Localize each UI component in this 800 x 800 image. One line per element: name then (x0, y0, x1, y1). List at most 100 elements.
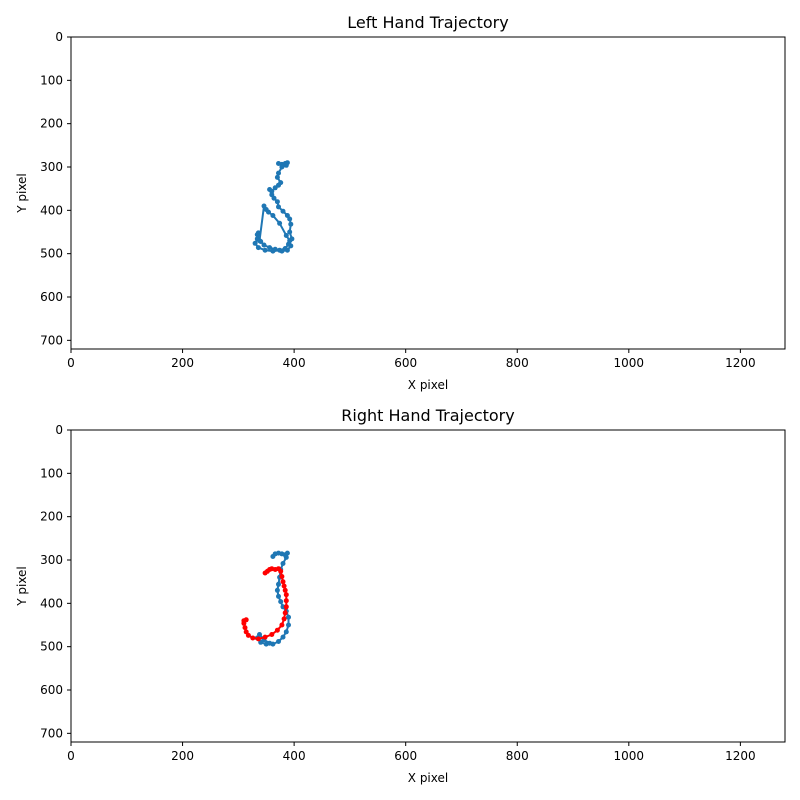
data-point (242, 625, 248, 631)
data-point (283, 592, 289, 598)
data-point (255, 230, 261, 236)
x-axis-label: X pixel (408, 771, 448, 785)
data-point (288, 221, 294, 227)
data-point (272, 246, 278, 252)
data-point (278, 568, 284, 574)
y-tick-label: 0 (55, 30, 63, 44)
data-point (243, 629, 249, 635)
data-point (271, 195, 277, 201)
data-point (267, 187, 273, 192)
x-tick-label: 0 (67, 356, 75, 370)
data-point (287, 229, 293, 235)
data-point (280, 579, 286, 585)
data-point (243, 617, 249, 623)
data-point (277, 220, 283, 226)
data-point (278, 599, 284, 605)
data-point (262, 247, 268, 253)
y-tick-label: 100 (40, 73, 63, 87)
data-point (272, 185, 278, 191)
data-point (286, 614, 291, 620)
y-tick-label: 500 (40, 640, 63, 654)
y-axis-label: Y pixel (15, 566, 29, 607)
data-point (279, 574, 285, 579)
data-point (283, 554, 289, 560)
y-tick-label: 600 (40, 683, 63, 697)
y-tick-label: 700 (40, 333, 63, 347)
x-tick-label: 400 (283, 749, 306, 763)
x-tick-label: 1000 (614, 356, 645, 370)
data-point (287, 216, 293, 222)
data-point (282, 587, 288, 593)
chart-title: Left Hand Trajectory (347, 13, 508, 32)
data-point (274, 199, 280, 205)
axes-frame (70, 36, 786, 350)
y-tick-label: 0 (55, 423, 63, 437)
series-2 (241, 566, 289, 642)
data-point (255, 636, 261, 642)
data-point (284, 550, 290, 556)
x-tick-label: 0 (67, 749, 75, 763)
y-axis-label: Y pixel (15, 173, 29, 214)
y-tick-label: 100 (40, 466, 63, 480)
y-tick-label: 300 (40, 160, 63, 174)
x-tick-label: 1200 (725, 356, 756, 370)
data-point (261, 203, 267, 209)
data-point (255, 245, 261, 251)
data-point (274, 627, 280, 633)
data-point (262, 634, 268, 640)
data-point (270, 213, 276, 218)
data-point (280, 561, 286, 566)
data-point (279, 622, 285, 628)
y-tick-label: 600 (40, 290, 63, 304)
chart-title: Right Hand Trajectory (341, 406, 514, 425)
x-tick-label: 600 (394, 356, 417, 370)
data-point (279, 248, 285, 254)
data-point (267, 245, 273, 251)
data-point (287, 238, 293, 244)
data-point (252, 240, 258, 246)
data-point (282, 610, 288, 616)
y-tick-label: 500 (40, 247, 63, 261)
data-point (281, 616, 287, 622)
x-axis-label: X pixel (408, 378, 448, 392)
data-point (250, 635, 256, 641)
data-point (269, 632, 275, 637)
y-tick-label: 300 (40, 553, 63, 567)
y-tick-label: 400 (40, 596, 63, 610)
x-tick-label: 1000 (614, 749, 645, 763)
series-1 (252, 160, 295, 254)
data-point (257, 632, 262, 637)
data-point (281, 583, 287, 589)
data-point (288, 243, 294, 249)
y-tick-label: 200 (40, 510, 63, 524)
data-point (283, 604, 289, 610)
x-tick-label: 800 (506, 356, 529, 370)
data-point (286, 622, 291, 628)
data-point (274, 587, 280, 593)
y-tick-label: 200 (40, 117, 63, 131)
data-point (267, 640, 273, 646)
data-point (276, 639, 281, 644)
x-tick-label: 800 (506, 749, 529, 763)
data-point (280, 208, 286, 214)
data-point (274, 174, 280, 180)
data-point (276, 170, 281, 176)
data-point (283, 233, 289, 238)
data-point (280, 634, 286, 640)
x-tick-label: 400 (283, 356, 306, 370)
y-tick-label: 400 (40, 203, 63, 217)
data-point (283, 162, 289, 168)
data-point (276, 204, 281, 210)
data-point (276, 581, 281, 587)
data-point (284, 247, 290, 253)
x-tick-label: 200 (171, 356, 194, 370)
data-point (261, 242, 267, 248)
axes-frame (70, 429, 786, 743)
data-point (257, 238, 262, 244)
x-tick-label: 200 (171, 749, 194, 763)
data-point (283, 598, 289, 604)
